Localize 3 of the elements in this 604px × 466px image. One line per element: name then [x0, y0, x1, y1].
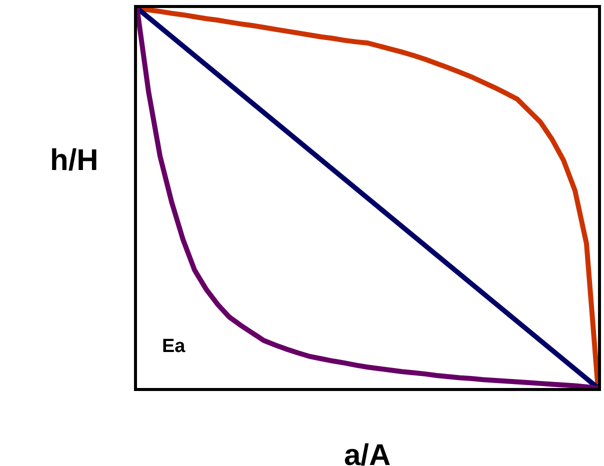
- annotation: Ea: [162, 336, 186, 357]
- y-axis-title: h/H: [50, 144, 98, 177]
- x-axis-title: a/A: [344, 439, 391, 466]
